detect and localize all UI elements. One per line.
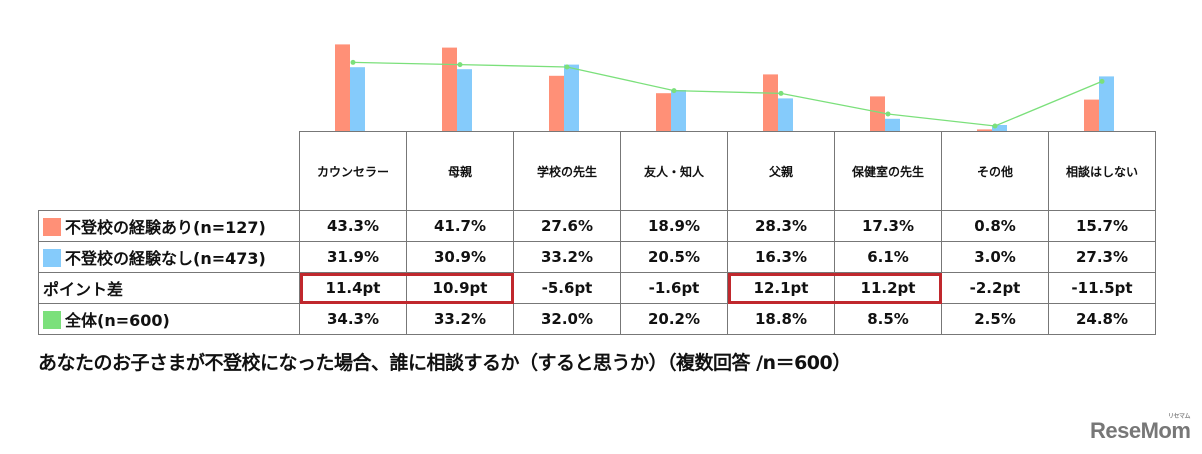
table-cell: -11.5pt [1048, 272, 1156, 304]
resemom-logo: ReseMom リセマム [1090, 414, 1191, 443]
table-cell: 12.1pt [727, 272, 835, 304]
row-label-text: 不登校の経験なし(n=473) [65, 249, 266, 268]
table-cell: -1.6pt [620, 272, 728, 304]
line-marker [457, 62, 463, 68]
chart-caption: あなたのお子さまが不登校になった場合、誰に相談するか（すると思うか）（複数回答 … [38, 352, 851, 374]
line-marker [671, 88, 677, 94]
line-marker [350, 59, 356, 65]
table-cell: 27.3% [1048, 241, 1156, 273]
bar-line-chart [335, 44, 1114, 131]
table-cell: 2.5% [941, 303, 1049, 335]
table-cell: 33.2% [513, 241, 621, 273]
table-cell: 15.7% [1048, 210, 1156, 242]
row-label: 全体(n=600) [38, 303, 300, 335]
column-header: 相談はしない [1048, 131, 1156, 211]
corner-cell [38, 131, 300, 211]
bar [457, 69, 472, 131]
data-table: カウンセラー 母親 学校の先生 友人・知人 父親 保健室の先生 その他 相談はしない 不登校の… [38, 131, 1156, 335]
table-cell: 33.2% [406, 303, 514, 335]
bar [549, 75, 564, 131]
table-cell: 24.8% [1048, 303, 1156, 335]
row-label-text: 不登校の経験あり(n=127) [65, 218, 266, 237]
line-marker [564, 64, 570, 70]
column-header: 父親 [727, 131, 835, 211]
bar [350, 67, 365, 131]
column-header: その他 [941, 131, 1049, 211]
bar [763, 74, 778, 131]
column-header: 母親 [406, 131, 514, 211]
row-label: ポイント差 [38, 272, 300, 304]
legend-swatch [43, 218, 61, 236]
table-cell: 17.3% [834, 210, 942, 242]
table-cell: 20.2% [620, 303, 728, 335]
line-marker [992, 123, 998, 129]
header-row: カウンセラー 母親 学校の先生 友人・知人 父親 保健室の先生 その他 相談はしない [38, 131, 1156, 211]
bar [1099, 76, 1114, 131]
table-cell: 31.9% [299, 241, 407, 273]
line-marker [778, 90, 784, 96]
table-cell: 11.2pt [834, 272, 942, 304]
bar [442, 47, 457, 131]
table-cell: -2.2pt [941, 272, 1049, 304]
row-label-text: ポイント差 [43, 280, 124, 299]
column-header: カウンセラー [299, 131, 407, 211]
table-cell: 32.0% [513, 303, 621, 335]
table-cell: 6.1% [834, 241, 942, 273]
line-marker [885, 111, 891, 117]
bar [992, 125, 1007, 131]
table-row: ポイント差 11.4pt 10.9pt -5.6pt -1.6pt 12.1pt 11.2p… [38, 272, 1156, 304]
table-cell: 28.3% [727, 210, 835, 242]
table-cell: 30.9% [406, 241, 514, 273]
table-cell: 18.9% [620, 210, 728, 242]
bar [335, 44, 350, 131]
bar [564, 64, 579, 131]
table-cell: 27.6% [513, 210, 621, 242]
table-row: 不登校の経験あり(n=127) 43.3% 41.7% 27.6% 18.9% 28.3%… [38, 210, 1156, 242]
row-label-text: 全体(n=600) [65, 311, 170, 330]
column-header: 学校の先生 [513, 131, 621, 211]
bar [977, 129, 992, 131]
legend-swatch [43, 311, 61, 329]
line-marker [1099, 78, 1105, 84]
table-cell: -5.6pt [513, 272, 621, 304]
overall-line [352, 61, 1103, 127]
bar [656, 93, 671, 131]
row-label: 不登校の経験あり(n=127) [38, 210, 300, 242]
table-cell: 18.8% [727, 303, 835, 335]
table-cell: 20.5% [620, 241, 728, 273]
bar [671, 90, 686, 131]
bar [885, 118, 900, 131]
table-row: 全体(n=600) 34.3% 33.2% 32.0% 20.2% 18.8% 8.5% 2.… [38, 303, 1156, 335]
table-cell: 10.9pt [406, 272, 514, 304]
table-cell: 8.5% [834, 303, 942, 335]
bar [1084, 99, 1099, 131]
table-row: 不登校の経験なし(n=473) 31.9% 30.9% 33.2% 20.5% 16.3%… [38, 241, 1156, 273]
column-header: 友人・知人 [620, 131, 728, 211]
row-label: 不登校の経験なし(n=473) [38, 241, 300, 273]
bar [778, 98, 793, 131]
table-cell: 41.7% [406, 210, 514, 242]
table-cell: 43.3% [299, 210, 407, 242]
table-cell: 3.0% [941, 241, 1049, 273]
table-cell: 34.3% [299, 303, 407, 335]
table-cell: 0.8% [941, 210, 1049, 242]
table-cell: 16.3% [727, 241, 835, 273]
bar [870, 96, 885, 131]
table-cell: 11.4pt [299, 272, 407, 304]
legend-swatch [43, 249, 61, 267]
column-header: 保健室の先生 [834, 131, 942, 211]
